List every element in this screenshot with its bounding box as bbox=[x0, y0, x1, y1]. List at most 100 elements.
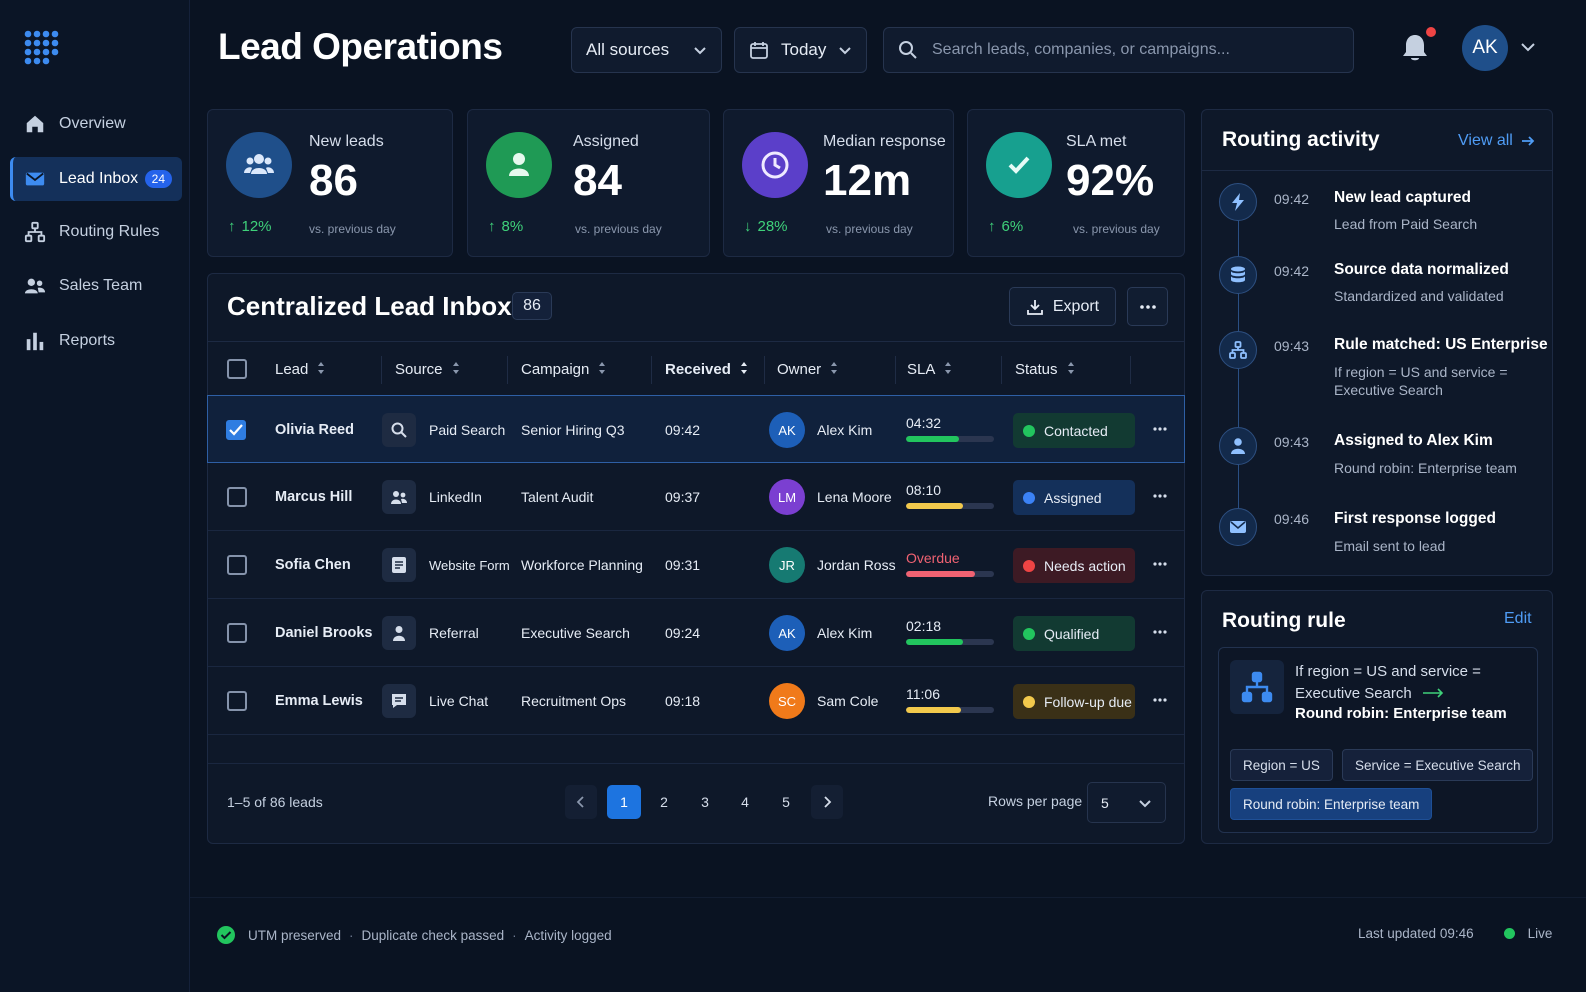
lead-name[interactable]: Daniel Brooks bbox=[275, 625, 373, 641]
sla-progress-fill bbox=[906, 639, 964, 645]
kpi-card-new-leads: New leads 86 ↑ 12% vs. previous day bbox=[207, 109, 453, 257]
footer-check-item: Duplicate check passed bbox=[361, 927, 505, 943]
kpi-label: New leads bbox=[309, 133, 384, 150]
status-dot bbox=[1023, 627, 1035, 640]
page-button[interactable]: 5 bbox=[782, 794, 790, 810]
lead-owner: JR Jordan Ross bbox=[769, 531, 896, 599]
kpi-delta: ↓ 28% bbox=[744, 218, 788, 235]
sidebar-item-label: Sales Team bbox=[59, 277, 143, 294]
table-row[interactable]: Emma Lewis Live Chat Recruitment Ops 09:… bbox=[208, 667, 1184, 735]
panel-title: Routing rule bbox=[1222, 609, 1346, 632]
view-all-link[interactable]: View all bbox=[1458, 132, 1535, 150]
lead-name[interactable]: Olivia Reed bbox=[275, 422, 354, 438]
row-checkbox[interactable] bbox=[226, 420, 246, 440]
table-row[interactable]: Sofia Chen Website Form Workforce Planni… bbox=[208, 531, 1184, 599]
status-badge[interactable]: Assigned bbox=[1013, 480, 1135, 515]
date-filter-dropdown[interactable]: Today bbox=[734, 27, 867, 73]
status-badge[interactable]: Needs action bbox=[1013, 548, 1135, 583]
row-checkbox[interactable] bbox=[227, 555, 247, 575]
rule-condition: If region = US and service = Executive S… bbox=[1295, 661, 1525, 705]
sort-icon bbox=[1067, 361, 1075, 379]
rule-chip-service[interactable]: Service = Executive Search bbox=[1342, 749, 1534, 781]
routing-activity-panel: Routing activity View all 09:42 New lead… bbox=[1201, 109, 1553, 576]
table-row[interactable]: Marcus Hill LinkedIn Talent Audit 09:37 … bbox=[208, 463, 1184, 531]
chevron-down-icon[interactable] bbox=[1520, 40, 1536, 59]
arrow-down-icon: ↓ bbox=[744, 218, 752, 235]
page-button[interactable]: 4 bbox=[741, 794, 749, 810]
row-more-icon[interactable] bbox=[1152, 692, 1168, 713]
column-header-lead[interactable]: Lead bbox=[275, 342, 325, 397]
avatar: SC bbox=[769, 683, 805, 719]
select-all-checkbox[interactable] bbox=[227, 359, 247, 379]
live-label: Live bbox=[1527, 926, 1553, 941]
table-header: Lead Source Campaign Received Owner SLA … bbox=[208, 341, 1184, 396]
column-header-sla[interactable]: SLA bbox=[907, 342, 952, 397]
routing-rule-panel: Routing rule Edit If region = US and ser… bbox=[1201, 590, 1553, 844]
flow-icon bbox=[1219, 331, 1257, 369]
page-button[interactable]: 3 bbox=[701, 794, 709, 810]
activity-title: New lead captured bbox=[1334, 189, 1471, 206]
row-checkbox[interactable] bbox=[227, 487, 247, 507]
column-header-status[interactable]: Status bbox=[1015, 342, 1075, 397]
activity-time: 09:43 bbox=[1274, 434, 1310, 450]
source-filter-dropdown[interactable]: All sources bbox=[571, 27, 722, 73]
sidebar-item-lead-inbox[interactable]: Lead Inbox 24 bbox=[10, 157, 182, 201]
footer-checks: UTM preserved · Duplicate check passed ·… bbox=[216, 925, 612, 945]
previous-page-button[interactable] bbox=[565, 785, 597, 819]
row-more-icon[interactable] bbox=[1152, 624, 1168, 645]
activity-time: 09:43 bbox=[1274, 338, 1310, 354]
page-button[interactable]: 1 bbox=[607, 785, 641, 819]
kpi-card-assigned: Assigned 84 ↑ 8% vs. previous day bbox=[467, 109, 710, 257]
status-badge[interactable]: Qualified bbox=[1013, 616, 1135, 651]
column-header-source[interactable]: Source bbox=[395, 342, 460, 397]
row-more-icon[interactable] bbox=[1152, 556, 1168, 577]
rows-per-page-select[interactable]: 5 bbox=[1087, 782, 1166, 823]
sla-progress-bar bbox=[906, 436, 994, 442]
table-row[interactable]: Olivia Reed Paid Search Senior Hiring Q3… bbox=[207, 395, 1185, 463]
user-avatar[interactable]: AK bbox=[1462, 25, 1508, 71]
table-row[interactable]: Daniel Brooks Referral Executive Search … bbox=[208, 599, 1184, 667]
sidebar-item-overview[interactable]: Overview bbox=[10, 102, 182, 146]
source-filter-value: All sources bbox=[586, 40, 670, 59]
more-options-button[interactable] bbox=[1127, 287, 1168, 326]
lead-received: 09:42 bbox=[665, 422, 701, 438]
team-icon bbox=[24, 275, 46, 297]
count-badge: 24 bbox=[144, 170, 172, 188]
column-header-received[interactable]: Received bbox=[665, 342, 748, 397]
lead-source: LinkedIn bbox=[382, 463, 482, 531]
row-checkbox[interactable] bbox=[227, 691, 247, 711]
activity-title: First response logged bbox=[1334, 510, 1496, 527]
next-page-button[interactable] bbox=[811, 785, 843, 819]
app-grid-logo-icon[interactable] bbox=[24, 30, 60, 66]
calendar-icon bbox=[749, 40, 769, 60]
rule-chip-round-robin[interactable]: Round robin: Enterprise team bbox=[1230, 788, 1433, 820]
last-updated: Last updated 09:46 bbox=[1358, 926, 1474, 941]
search-bar[interactable] bbox=[883, 27, 1354, 73]
sidebar-item-sales-team[interactable]: Sales Team bbox=[10, 264, 182, 308]
column-header-owner[interactable]: Owner bbox=[777, 342, 838, 397]
page-button[interactable]: 2 bbox=[660, 794, 668, 810]
lead-name[interactable]: Marcus Hill bbox=[275, 489, 353, 505]
more-horizontal-icon bbox=[1139, 304, 1157, 310]
edit-rule-link[interactable]: Edit bbox=[1504, 610, 1532, 627]
sla-value: 11:06 bbox=[906, 686, 940, 702]
row-more-icon[interactable] bbox=[1152, 421, 1168, 442]
person-icon bbox=[382, 616, 416, 650]
export-button[interactable]: Export bbox=[1009, 287, 1116, 326]
sidebar-item-reports[interactable]: Reports bbox=[10, 319, 182, 363]
lead-name[interactable]: Emma Lewis bbox=[275, 693, 363, 709]
rows-per-page-label: Rows per page bbox=[988, 793, 1083, 809]
rule-chip-region[interactable]: Region = US bbox=[1230, 749, 1333, 781]
lead-name[interactable]: Sofia Chen bbox=[275, 557, 351, 573]
status-badge[interactable]: Follow-up due bbox=[1013, 684, 1135, 719]
search-input[interactable] bbox=[932, 41, 1339, 59]
mail-icon bbox=[1219, 508, 1257, 546]
row-more-icon[interactable] bbox=[1152, 488, 1168, 509]
bell-icon[interactable] bbox=[1400, 32, 1432, 64]
arrow-up-icon: ↑ bbox=[988, 218, 996, 235]
sidebar-item-routing-rules[interactable]: Routing Rules bbox=[10, 210, 182, 254]
status-badge[interactable]: Contacted bbox=[1013, 413, 1135, 448]
column-header-campaign[interactable]: Campaign bbox=[521, 342, 606, 397]
kpi-delta: ↑ 6% bbox=[988, 218, 1024, 235]
row-checkbox[interactable] bbox=[227, 623, 247, 643]
